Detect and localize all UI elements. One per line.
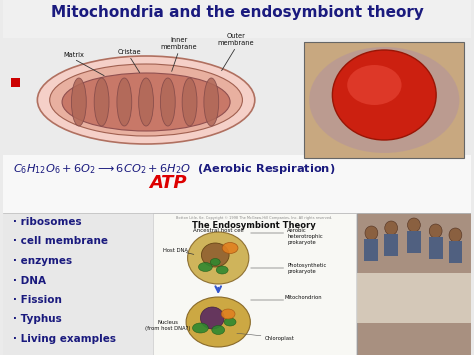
Ellipse shape	[117, 78, 132, 126]
Text: Aerobic
heterotrophic
prokaryote: Aerobic heterotrophic prokaryote	[287, 228, 323, 245]
Text: Outer
membrane: Outer membrane	[218, 33, 255, 46]
Bar	[365, 239, 378, 261]
Ellipse shape	[201, 243, 229, 267]
Bar	[3, 155, 471, 220]
Ellipse shape	[94, 78, 109, 126]
Ellipse shape	[309, 47, 459, 153]
Text: Ancestral host cell: Ancestral host cell	[193, 228, 244, 233]
Text: Host DNA: Host DNA	[163, 248, 188, 253]
Ellipse shape	[365, 226, 378, 240]
Ellipse shape	[216, 266, 228, 274]
Text: · DNA: · DNA	[13, 275, 46, 285]
Ellipse shape	[182, 78, 197, 126]
Ellipse shape	[408, 218, 420, 232]
Bar	[356, 213, 471, 355]
Text: Photosynthetic
prokaryote: Photosynthetic prokaryote	[287, 263, 327, 274]
Bar	[3, 0, 471, 38]
Ellipse shape	[50, 64, 242, 136]
Ellipse shape	[37, 56, 255, 144]
Bar	[11, 78, 19, 87]
Text: The Endosymbiont Theory: The Endosymbiont Theory	[192, 221, 316, 230]
Bar	[384, 234, 398, 256]
Text: $C_6H_{12}O_6 + 6O_2 \longrightarrow 6CO_2 + 6H_2O$  (Aerobic Respiration): $C_6H_{12}O_6 + 6O_2 \longrightarrow 6CO…	[13, 162, 335, 176]
Ellipse shape	[199, 262, 212, 272]
Ellipse shape	[429, 224, 442, 238]
Bar	[304, 42, 465, 158]
Bar	[407, 231, 421, 253]
Ellipse shape	[449, 228, 462, 242]
Bar	[356, 273, 471, 323]
Ellipse shape	[385, 221, 398, 235]
Text: Nucleus
(from host DNA?): Nucleus (from host DNA?)	[145, 320, 191, 331]
Ellipse shape	[72, 78, 86, 126]
Ellipse shape	[188, 232, 249, 284]
Text: Mitochondria and the endosymbiont theory: Mitochondria and the endosymbiont theory	[51, 5, 423, 20]
Ellipse shape	[210, 258, 220, 266]
Text: · Living examples: · Living examples	[13, 334, 116, 344]
Ellipse shape	[186, 297, 250, 347]
Text: ATP: ATP	[149, 174, 187, 192]
Text: · Fission: · Fission	[13, 295, 62, 305]
Text: Matrix: Matrix	[64, 52, 84, 58]
Ellipse shape	[201, 307, 224, 329]
Bar	[448, 241, 462, 263]
Text: Mitochondrion: Mitochondrion	[284, 295, 322, 300]
Ellipse shape	[212, 326, 225, 334]
Bar	[3, 213, 471, 355]
Text: Botton Litle, 6e. Copyright © 1998 The McGraw-Hill Companies, Inc. All rights re: Botton Litle, 6e. Copyright © 1998 The M…	[176, 216, 332, 220]
Ellipse shape	[62, 73, 230, 131]
Ellipse shape	[222, 242, 238, 253]
Ellipse shape	[224, 318, 236, 326]
Text: · Typhus: · Typhus	[13, 315, 62, 324]
Bar	[304, 42, 465, 158]
Text: · ribosomes: · ribosomes	[13, 217, 81, 227]
Text: · enzymes: · enzymes	[13, 256, 72, 266]
Ellipse shape	[160, 78, 175, 126]
Text: Chloroplast: Chloroplast	[264, 336, 294, 341]
Ellipse shape	[332, 50, 436, 140]
Bar	[153, 213, 356, 355]
Ellipse shape	[204, 78, 219, 126]
Ellipse shape	[347, 65, 401, 105]
Ellipse shape	[139, 78, 154, 126]
Text: Cristae: Cristae	[118, 49, 141, 55]
Bar	[429, 237, 443, 259]
Text: Inner
membrane: Inner membrane	[160, 37, 197, 50]
Ellipse shape	[192, 323, 209, 333]
Text: · cell membrane: · cell membrane	[13, 236, 108, 246]
Ellipse shape	[221, 309, 235, 319]
